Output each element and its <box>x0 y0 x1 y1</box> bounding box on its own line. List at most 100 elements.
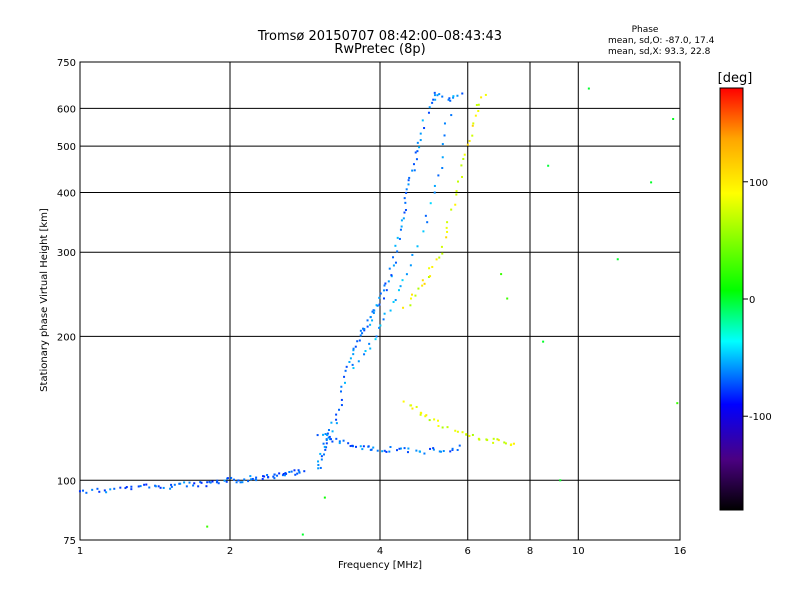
data-point <box>241 481 244 484</box>
data-point <box>431 265 434 268</box>
data-point <box>378 303 381 306</box>
data-point <box>373 309 376 312</box>
data-point <box>374 338 377 341</box>
data-point <box>433 184 436 187</box>
y-axis-label: Stationary phase Virtual Height [km] <box>39 208 50 392</box>
data-point <box>512 442 515 445</box>
data-point <box>587 87 590 90</box>
data-point <box>411 253 414 256</box>
data-point <box>428 419 431 422</box>
data-point <box>319 452 322 455</box>
data-point <box>419 132 422 135</box>
data-point <box>331 440 334 443</box>
data-point <box>409 304 412 307</box>
data-point <box>216 479 219 482</box>
data-point <box>431 101 434 104</box>
data-point <box>208 480 211 483</box>
data-point <box>504 442 507 445</box>
data-point <box>450 114 453 117</box>
data-point <box>428 267 431 270</box>
data-point <box>290 470 293 473</box>
data-point <box>338 440 341 443</box>
data-point <box>400 219 403 222</box>
y-tick-label: 100 <box>57 476 76 487</box>
data-point <box>366 319 369 322</box>
data-point <box>281 474 284 477</box>
data-point <box>376 449 379 452</box>
data-point <box>447 98 450 101</box>
data-point <box>283 474 286 477</box>
data-point <box>370 448 373 451</box>
data-point <box>415 405 418 408</box>
data-point <box>357 360 360 363</box>
data-point <box>379 324 382 327</box>
data-point <box>383 284 386 287</box>
data-point <box>301 533 304 536</box>
data-point <box>403 197 406 200</box>
data-point <box>411 169 414 172</box>
data-point <box>411 293 414 296</box>
data-point <box>496 438 499 441</box>
data-point <box>672 117 675 120</box>
data-point <box>416 150 419 153</box>
data-point <box>206 525 209 528</box>
data-point <box>471 433 474 436</box>
data-point <box>432 98 435 101</box>
x-tick-label: 10 <box>572 546 585 557</box>
data-point <box>343 381 346 384</box>
data-point <box>510 443 513 446</box>
data-point <box>366 325 369 328</box>
data-point <box>484 93 487 96</box>
x-tick-label: 1 <box>77 546 83 557</box>
data-point <box>385 450 388 453</box>
data-point <box>139 485 142 488</box>
data-point <box>159 486 162 489</box>
data-point <box>416 245 419 248</box>
data-point <box>339 390 342 393</box>
data-point <box>316 434 319 437</box>
data-point <box>358 339 361 342</box>
data-point <box>326 433 329 436</box>
data-point <box>124 487 127 490</box>
data-point <box>169 487 172 490</box>
data-point <box>223 479 226 482</box>
data-point <box>450 208 453 211</box>
y-tick-label: 600 <box>57 104 76 115</box>
data-point <box>352 347 355 350</box>
data-point <box>461 175 464 178</box>
data-point <box>383 449 386 452</box>
data-point <box>434 98 437 101</box>
data-point <box>288 470 291 473</box>
data-point <box>363 327 366 330</box>
data-point <box>347 442 350 445</box>
colorbar-tick-label: -100 <box>749 412 772 423</box>
data-point <box>404 201 407 204</box>
data-point <box>506 297 509 300</box>
data-point <box>320 458 323 461</box>
data-point <box>278 472 281 475</box>
data-point <box>148 486 151 489</box>
data-point <box>432 447 435 450</box>
data-point <box>441 143 444 146</box>
data-point <box>429 447 432 450</box>
data-point <box>492 437 495 440</box>
data-point <box>403 211 406 214</box>
data-point <box>455 190 458 193</box>
data-point <box>410 404 413 407</box>
data-point <box>330 421 333 424</box>
data-point <box>559 479 562 482</box>
data-point <box>461 92 464 95</box>
data-point <box>477 109 480 112</box>
data-point <box>384 282 387 285</box>
data-point <box>441 426 444 429</box>
data-point <box>392 256 395 259</box>
data-point <box>327 436 330 439</box>
data-point <box>323 496 326 499</box>
data-point <box>441 95 444 98</box>
data-point <box>351 444 354 447</box>
data-point <box>369 347 372 350</box>
colorbar-ticks: 100 0 -100 <box>743 178 772 423</box>
data-point <box>340 398 343 401</box>
data-point <box>319 466 322 469</box>
data-point <box>394 244 397 247</box>
